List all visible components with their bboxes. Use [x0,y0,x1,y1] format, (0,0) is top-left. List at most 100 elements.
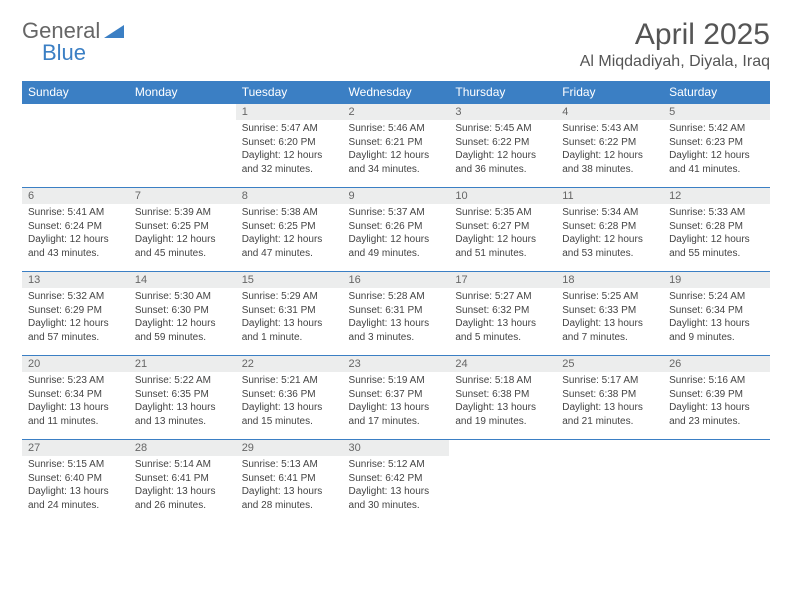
sunrise-text: Sunrise: 5:39 AM [135,206,230,220]
day-number: 19 [663,272,770,288]
day-info: Sunrise: 5:27 AMSunset: 6:32 PMDaylight:… [449,288,556,346]
sunrise-text: Sunrise: 5:46 AM [349,122,444,136]
daylight-text: Daylight: 12 hours and 32 minutes. [242,149,337,176]
day-info: Sunrise: 5:18 AMSunset: 6:38 PMDaylight:… [449,372,556,430]
calendar-day-cell: 6Sunrise: 5:41 AMSunset: 6:24 PMDaylight… [22,188,129,272]
calendar-day-cell: .. [129,104,236,188]
day-info: Sunrise: 5:47 AMSunset: 6:20 PMDaylight:… [236,120,343,178]
sunset-text: Sunset: 6:29 PM [28,304,123,318]
calendar-page: General Blue April 2025 Al Miqdadiyah, D… [0,0,792,542]
calendar-day-cell: .. [22,104,129,188]
column-header: Monday [129,81,236,104]
sunset-text: Sunset: 6:41 PM [242,472,337,486]
day-info: Sunrise: 5:21 AMSunset: 6:36 PMDaylight:… [236,372,343,430]
daylight-text: Daylight: 12 hours and 51 minutes. [455,233,550,260]
sunset-text: Sunset: 6:34 PM [669,304,764,318]
day-info: Sunrise: 5:45 AMSunset: 6:22 PMDaylight:… [449,120,556,178]
sunset-text: Sunset: 6:26 PM [349,220,444,234]
sunset-text: Sunset: 6:20 PM [242,136,337,150]
calendar-week-row: 6Sunrise: 5:41 AMSunset: 6:24 PMDaylight… [22,188,770,272]
column-header: Tuesday [236,81,343,104]
calendar-day-cell: 2 Sunrise: 5:46 AMSunset: 6:21 PMDaylight… [343,104,450,188]
daylight-text: Daylight: 13 hours and 30 minutes. [349,485,444,512]
sunset-text: Sunset: 6:33 PM [562,304,657,318]
logo-triangle-icon [104,18,124,44]
daylight-text: Daylight: 13 hours and 7 minutes. [562,317,657,344]
day-number: 20 [22,356,129,372]
calendar-day-cell: 30Sunrise: 5:12 AMSunset: 6:42 PMDayligh… [343,440,450,524]
day-info: Sunrise: 5:22 AMSunset: 6:35 PMDaylight:… [129,372,236,430]
sunset-text: Sunset: 6:42 PM [349,472,444,486]
calendar-day-cell: 12Sunrise: 5:33 AMSunset: 6:28 PMDayligh… [663,188,770,272]
sunset-text: Sunset: 6:37 PM [349,388,444,402]
day-info: Sunrise: 5:25 AMSunset: 6:33 PMDaylight:… [556,288,663,346]
day-number: 12 [663,188,770,204]
calendar-week-row: 27Sunrise: 5:15 AMSunset: 6:40 PMDayligh… [22,440,770,524]
calendar-day-cell: 24Sunrise: 5:18 AMSunset: 6:38 PMDayligh… [449,356,556,440]
sunrise-text: Sunrise: 5:33 AM [669,206,764,220]
column-header: Thursday [449,81,556,104]
daylight-text: Daylight: 13 hours and 28 minutes. [242,485,337,512]
sunset-text: Sunset: 6:38 PM [455,388,550,402]
day-number: 10 [449,188,556,204]
sunrise-text: Sunrise: 5:24 AM [669,290,764,304]
sunrise-text: Sunrise: 5:41 AM [28,206,123,220]
sunrise-text: Sunrise: 5:29 AM [242,290,337,304]
day-info: Sunrise: 5:35 AMSunset: 6:27 PMDaylight:… [449,204,556,262]
sunrise-text: Sunrise: 5:12 AM [349,458,444,472]
day-info: Sunrise: 5:33 AMSunset: 6:28 PMDaylight:… [663,204,770,262]
daylight-text: Daylight: 13 hours and 9 minutes. [669,317,764,344]
sunset-text: Sunset: 6:39 PM [669,388,764,402]
daylight-text: Daylight: 13 hours and 15 minutes. [242,401,337,428]
day-number: 13 [22,272,129,288]
daylight-text: Daylight: 12 hours and 38 minutes. [562,149,657,176]
sunrise-text: Sunrise: 5:15 AM [28,458,123,472]
sunrise-text: Sunrise: 5:27 AM [455,290,550,304]
calendar-day-cell: 15Sunrise: 5:29 AMSunset: 6:31 PMDayligh… [236,272,343,356]
daylight-text: Daylight: 12 hours and 57 minutes. [28,317,123,344]
calendar-header-row: SundayMondayTuesdayWednesdayThursdayFrid… [22,81,770,104]
calendar-day-cell: 16Sunrise: 5:28 AMSunset: 6:31 PMDayligh… [343,272,450,356]
daylight-text: Daylight: 12 hours and 59 minutes. [135,317,230,344]
daylight-text: Daylight: 13 hours and 21 minutes. [562,401,657,428]
sunrise-text: Sunrise: 5:13 AM [242,458,337,472]
sunrise-text: Sunrise: 5:17 AM [562,374,657,388]
daylight-text: Daylight: 13 hours and 3 minutes. [349,317,444,344]
calendar-day-cell: 19 Sunrise: 5:24 AMSunset: 6:34 PMDayligh… [663,272,770,356]
sunrise-text: Sunrise: 5:16 AM [669,374,764,388]
sunset-text: Sunset: 6:28 PM [562,220,657,234]
calendar-week-row: 20Sunrise: 5:23 AMSunset: 6:34 PMDayligh… [22,356,770,440]
calendar-day-cell: 21Sunrise: 5:22 AMSunset: 6:35 PMDayligh… [129,356,236,440]
sunset-text: Sunset: 6:35 PM [135,388,230,402]
day-info: Sunrise: 5:37 AMSunset: 6:26 PMDaylight:… [343,204,450,262]
daylight-text: Daylight: 13 hours and 1 minute. [242,317,337,344]
sunset-text: Sunset: 6:36 PM [242,388,337,402]
day-number: 3 [449,104,556,120]
day-info: Sunrise: 5:13 AMSunset: 6:41 PMDaylight:… [236,456,343,514]
day-info: Sunrise: 5:30 AMSunset: 6:30 PMDaylight:… [129,288,236,346]
day-number: 2 [343,104,450,120]
day-info: Sunrise: 5:43 AMSunset: 6:22 PMDaylight:… [556,120,663,178]
sunrise-text: Sunrise: 5:28 AM [349,290,444,304]
day-number: 7 [129,188,236,204]
calendar-day-cell: 11Sunrise: 5:34 AMSunset: 6:28 PMDayligh… [556,188,663,272]
calendar-day-cell: 8Sunrise: 5:38 AMSunset: 6:25 PMDaylight… [236,188,343,272]
day-number: 5 [663,104,770,120]
calendar-day-cell: .. [556,440,663,524]
daylight-text: Daylight: 13 hours and 24 minutes. [28,485,123,512]
day-number: 21 [129,356,236,372]
day-info: Sunrise: 5:39 AMSunset: 6:25 PMDaylight:… [129,204,236,262]
day-number: 11 [556,188,663,204]
sunset-text: Sunset: 6:30 PM [135,304,230,318]
calendar-week-row: 13Sunrise: 5:32 AMSunset: 6:29 PMDayligh… [22,272,770,356]
sunrise-text: Sunrise: 5:43 AM [562,122,657,136]
day-number: 29 [236,440,343,456]
sunset-text: Sunset: 6:24 PM [28,220,123,234]
sunset-text: Sunset: 6:25 PM [242,220,337,234]
sunset-text: Sunset: 6:21 PM [349,136,444,150]
daylight-text: Daylight: 12 hours and 55 minutes. [669,233,764,260]
calendar-day-cell: 14Sunrise: 5:30 AMSunset: 6:30 PMDayligh… [129,272,236,356]
daylight-text: Daylight: 12 hours and 34 minutes. [349,149,444,176]
day-info: Sunrise: 5:17 AMSunset: 6:38 PMDaylight:… [556,372,663,430]
calendar-body: ....1Sunrise: 5:47 AMSunset: 6:20 PMDayl… [22,104,770,524]
